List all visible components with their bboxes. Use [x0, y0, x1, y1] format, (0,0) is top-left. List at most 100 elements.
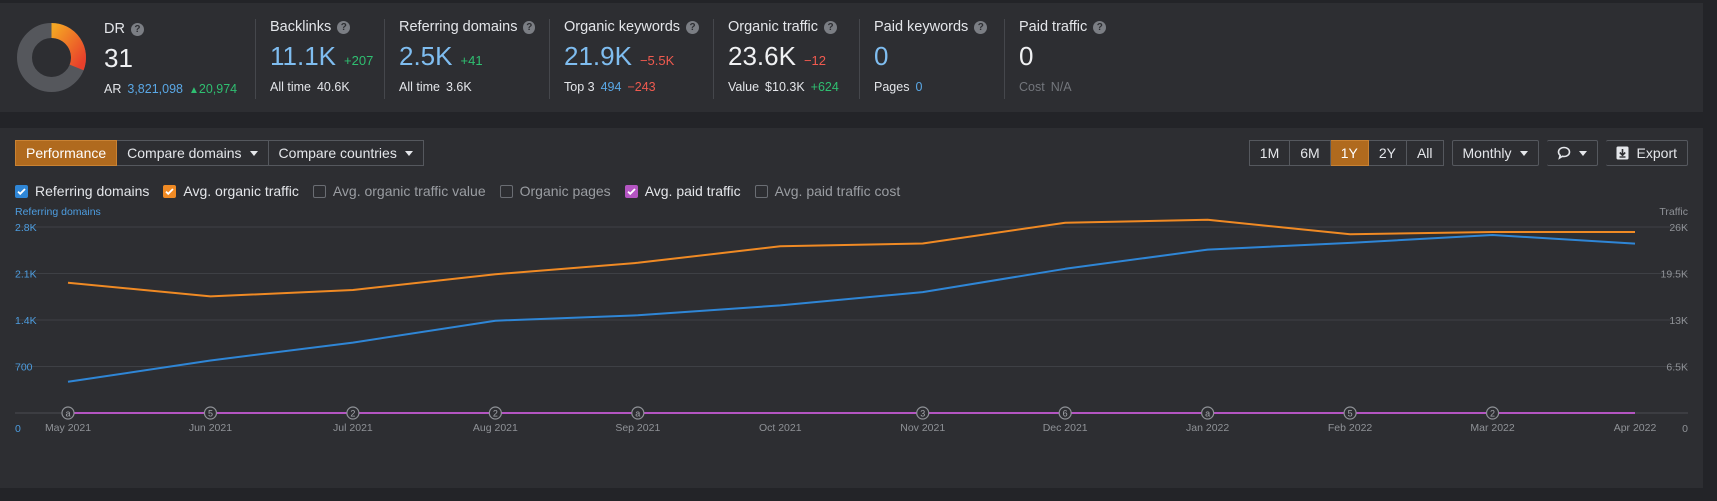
- backlinks-sub-value: 40.6K: [316, 80, 350, 94]
- series-toggle-label: Avg. organic traffic value: [332, 183, 486, 199]
- organic-keywords-label: Organic keywords: [564, 19, 681, 35]
- x-tick-label: May 2021: [45, 422, 91, 434]
- paid-keywords-sub-value[interactable]: 0: [915, 80, 923, 94]
- left-axis-title: Referring domains: [15, 206, 101, 218]
- paid-traffic-value: 0: [1019, 41, 1034, 71]
- x-tick-label: Mar 2022: [1470, 422, 1515, 434]
- checkbox-empty-icon[interactable]: [312, 184, 326, 198]
- caret-down-icon: [1578, 150, 1587, 156]
- help-icon[interactable]: ?: [1093, 20, 1107, 34]
- series-toggle-label: Referring domains: [35, 183, 150, 199]
- x-tick-label: Jul 2021: [333, 422, 373, 434]
- series-line: [67, 234, 1636, 383]
- range-1y[interactable]: 1Y: [1330, 140, 1369, 166]
- annotation-label: a: [65, 409, 70, 419]
- backlinks-delta: +207: [344, 53, 374, 68]
- backlinks-value[interactable]: 11.1K: [270, 41, 337, 71]
- annotation-label: 5: [1348, 409, 1353, 419]
- help-icon[interactable]: ?: [337, 20, 351, 34]
- tab-compare-countries-label: Compare countries: [278, 145, 397, 161]
- download-icon: [1616, 146, 1629, 160]
- series-toggle[interactable]: Avg. organic traffic: [163, 183, 299, 199]
- series-toggle[interactable]: Referring domains: [15, 183, 149, 199]
- annotation-marker: [1058, 406, 1072, 420]
- right-tick-label: 13K: [1669, 315, 1688, 327]
- tab-compare-countries[interactable]: Compare countries: [268, 140, 424, 166]
- dr-donut-chart: [17, 23, 86, 92]
- referring-domains-label: Referring domains: [399, 19, 518, 35]
- x-tick-label: Aug 2021: [473, 422, 518, 434]
- series-toggle[interactable]: Avg. organic traffic value: [312, 183, 486, 199]
- ar-label: AR: [104, 82, 122, 96]
- series-toggle-label: Avg. paid traffic: [644, 183, 741, 199]
- dr-label: DR: [104, 21, 125, 37]
- range-1m[interactable]: 1M: [1248, 140, 1291, 166]
- series-toggle[interactable]: Avg. paid traffic cost: [754, 183, 901, 199]
- annotation-label: 3: [920, 409, 925, 419]
- series-toggle-label: Avg. organic traffic: [183, 183, 299, 199]
- paid-traffic-label: Paid traffic: [1019, 19, 1088, 35]
- annotation-marker: [1485, 406, 1500, 420]
- help-icon[interactable]: ?: [523, 20, 535, 34]
- range-all[interactable]: All: [1406, 140, 1444, 166]
- checkbox-checked-icon[interactable]: [163, 184, 177, 198]
- x-tick-label: Oct 2021: [759, 422, 802, 434]
- series-toggle[interactable]: Organic pages: [499, 183, 611, 199]
- checkbox-empty-icon[interactable]: [499, 184, 513, 198]
- tab-compare-domains[interactable]: Compare domains: [117, 140, 269, 166]
- help-icon[interactable]: ?: [130, 22, 144, 36]
- paid-traffic-sub-value: N/A: [1050, 80, 1072, 94]
- view-tabs: Performance Compare domains Compare coun…: [15, 140, 424, 166]
- organic-keywords-sub-value[interactable]: 494: [600, 80, 622, 94]
- triangle-up-icon: ▲: [188, 85, 199, 96]
- organic-keywords-value[interactable]: 21.9K: [564, 41, 632, 71]
- caret-down-icon: [1519, 150, 1528, 156]
- organic-traffic-sub-label: Value: [728, 80, 760, 94]
- annotation-label: 2: [493, 409, 498, 419]
- organic-traffic-delta: −12: [803, 53, 827, 68]
- checkbox-checked-icon[interactable]: [624, 184, 638, 198]
- left-tick-label: 700: [15, 362, 33, 374]
- organic-traffic-label: Organic traffic: [728, 19, 818, 35]
- help-icon[interactable]: ?: [686, 20, 699, 34]
- performance-chart: Referring domains Traffic 0 0 700 6.5K 1.4K 13K…: [15, 206, 1688, 435]
- referring-domains-sub-label: All time: [399, 80, 440, 94]
- referring-domains-value[interactable]: 2.5K: [399, 41, 453, 71]
- dr-value: 31: [104, 43, 133, 73]
- right-tick-label: 0: [1682, 423, 1688, 435]
- help-icon[interactable]: ?: [824, 20, 837, 34]
- ar-value[interactable]: 3,821,098: [127, 82, 183, 96]
- x-tick-label: Nov 2021: [900, 422, 945, 434]
- annotation-marker: [203, 406, 218, 420]
- left-tick-label: 1.4K: [15, 315, 37, 327]
- checkbox-empty-icon[interactable]: [754, 184, 768, 198]
- annotations-dropdown[interactable]: [1546, 140, 1598, 166]
- referring-domains-sub-value: 3.6K: [445, 80, 472, 94]
- right-axis-title: Traffic: [1659, 206, 1688, 218]
- paid-keywords-value[interactable]: 0: [874, 41, 889, 71]
- caret-down-icon: [249, 150, 258, 156]
- right-tick-label: 19.5K: [1661, 269, 1688, 281]
- tab-performance[interactable]: Performance: [15, 140, 118, 166]
- annotation-marker: [631, 406, 645, 420]
- referring-domains-delta: +41: [460, 53, 483, 68]
- left-tick-label: 0: [15, 423, 21, 435]
- series-toggle-label: Avg. paid traffic cost: [774, 183, 901, 199]
- donut-arc: [50, 23, 86, 71]
- help-icon[interactable]: ?: [974, 20, 988, 34]
- checkbox-checked-icon[interactable]: [15, 184, 28, 198]
- performance-panel: Performance Compare domains Compare coun…: [0, 128, 1703, 488]
- series-toggle-label: Organic pages: [519, 183, 611, 199]
- range-2y[interactable]: 2Y: [1368, 140, 1407, 166]
- x-tick-label: Jan 2022: [1186, 422, 1229, 434]
- range-6m[interactable]: 6M: [1290, 140, 1331, 166]
- series-toggle[interactable]: Avg. paid traffic: [624, 183, 741, 199]
- backlinks-sub-label: All time: [270, 80, 311, 94]
- interval-dropdown[interactable]: Monthly: [1451, 140, 1539, 166]
- tab-compare-domains-label: Compare domains: [127, 145, 242, 161]
- interval-label: Monthly: [1462, 145, 1512, 161]
- export-button[interactable]: Export: [1605, 140, 1688, 166]
- referring-domains-metric: Referring domains? 2.5K +41 All time 3.6K: [384, 3, 549, 112]
- right-tick-label: 26K: [1669, 222, 1688, 234]
- right-tick-label: 6.5K: [1666, 362, 1688, 374]
